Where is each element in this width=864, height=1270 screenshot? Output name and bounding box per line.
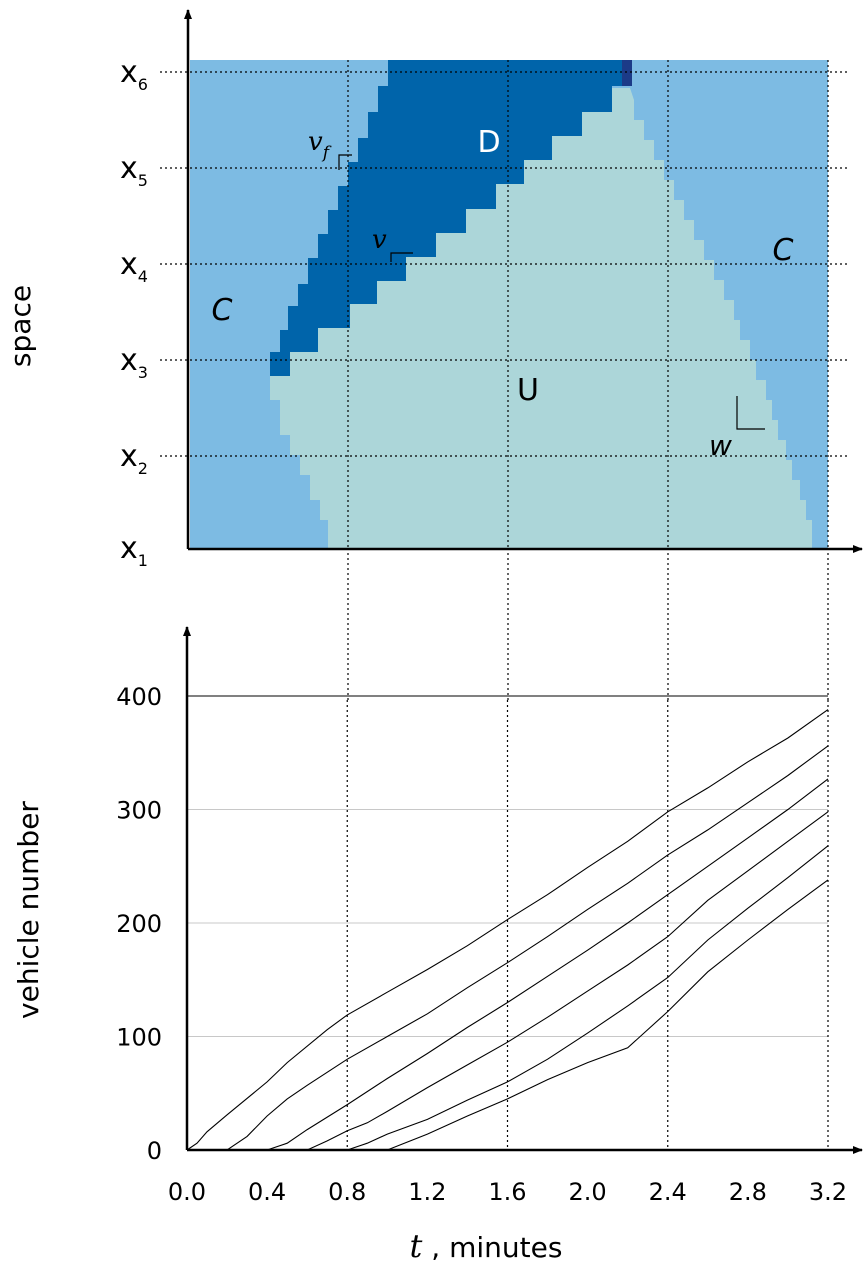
discharge-region [270,60,622,376]
y-tick-label: 300 [116,797,162,825]
wave-label-w: w [709,396,765,462]
wave-label-w-main: w [709,429,732,462]
space-tick-label: x1 [120,531,148,570]
jam-cell [622,60,632,86]
x-tick-label: 2.4 [649,1178,687,1206]
x-tick-label: 3.2 [809,1178,847,1206]
uncongested-region [270,88,812,548]
series-line-3 [187,778,829,1151]
x-tick-label: 0.8 [328,1178,366,1206]
y-tick-labels: 0 100 200 300 400 [116,683,162,1165]
x-tick-label: 2.8 [729,1178,767,1206]
region-label-discharge: D [477,125,500,160]
series-line-5 [187,845,829,1151]
y-axis-label: vehicle number [12,801,45,1019]
x-tick-label: 1.2 [408,1178,446,1206]
space-axis-label: space [4,285,37,367]
cumulative-count-chart: 0 100 200 300 400 0.0 0.4 0.8 1.2 1.6 2.0 2.4 2.8 3.… [12,626,863,1265]
x-tick-labels: 0.0 0.4 0.8 1.2 1.6 2.0 2.4 2.8 3.2 [168,1178,847,1206]
x-axis-label: t , minutes [410,1227,563,1265]
region-label-congested-left: C [212,293,233,328]
wave-label-v: v [372,225,413,262]
x-tick-label: 0.0 [168,1178,206,1206]
space-tick-labels: x1 x2 x3 x4 x5 x6 [120,55,148,570]
y-tick-label: 200 [116,910,162,938]
w-marker [736,396,765,430]
series-line-4 [187,811,829,1151]
wave-label-vf-main: vf [308,127,332,163]
series-line-1 [186,709,829,1151]
x-tick-label: 2.0 [569,1178,607,1206]
region-label-uncongested: U [517,373,539,408]
series-line-2 [187,745,829,1151]
series-line-6 [187,879,829,1151]
space-time-diagram: x1 x2 x3 x4 x5 x6 C D U C vf v w space [4,9,863,570]
space-tick-label: x4 [120,247,148,286]
vertical-dotted-gridlines [346,700,829,1150]
y-tick-label: 0 [147,1137,162,1165]
x-tick-label: 0.4 [248,1178,286,1206]
space-tick-label: x5 [120,151,148,190]
connecting-dotted-lines [347,548,829,700]
space-tick-label: x6 [120,55,148,94]
wave-label-free-flow: vf [308,127,352,170]
series-lines [186,709,829,1151]
y-tick-label: 100 [116,1024,162,1052]
v-marker [390,252,413,262]
x-tick-label: 1.6 [488,1178,526,1206]
y-tick-label: 400 [116,683,162,711]
wave-label-v-main: v [372,225,387,255]
space-tick-label: x2 [120,439,148,478]
top-dotted-grid [160,60,848,548]
space-tick-label: x3 [120,343,148,382]
vf-marker [338,154,352,170]
region-label-congested-right: C [773,233,794,268]
